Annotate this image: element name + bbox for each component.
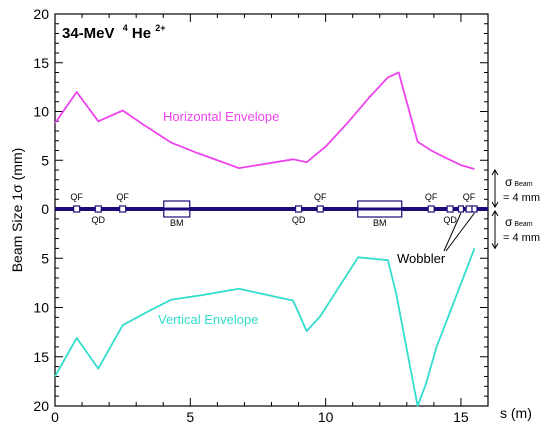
- element-label: QD: [92, 215, 106, 225]
- x-tick-label: 0: [51, 409, 59, 425]
- x-tick-label: 15: [453, 409, 469, 425]
- quadrupole-magnet: [427, 205, 435, 213]
- y-tick-label-top: 20: [33, 6, 49, 22]
- quadrupole-magnet: [294, 205, 303, 213]
- envelope-curves: [54, 71, 476, 407]
- sigma-symbol: σ: [505, 175, 513, 189]
- sigma-arrowhead-top-lower: [491, 201, 499, 208]
- y-tick-label-bottom: 20: [33, 398, 49, 414]
- quadrupole-magnet: [465, 205, 473, 213]
- wobbler-pointer-2: [445, 212, 475, 252]
- y-tick-label-top: 15: [33, 55, 49, 71]
- sigma-value-bottom: = 4 mm: [503, 232, 540, 244]
- x-axis-label: s (m): [500, 405, 532, 421]
- element-label: QD: [292, 215, 306, 225]
- wobbler-pointer-1: [443, 212, 462, 252]
- quadrupole-magnet: [446, 205, 454, 213]
- side-annotations: σ Beam = 4 mm σ Beam = 4 mm Wobbler: [397, 169, 540, 266]
- quadrupole-magnet: [316, 205, 324, 213]
- sigma-subscript: Beam: [512, 181, 532, 188]
- x-tick-label: 5: [186, 409, 194, 425]
- beamline-layout: QF QD QF BM QD QF BM QF QD QF: [55, 192, 488, 228]
- sigma-subscript: Beam: [512, 221, 532, 228]
- y-tick-label-top: 10: [33, 104, 49, 120]
- wobbler-magnet: [457, 205, 465, 213]
- chart-title-energy: 34-MeV: [62, 25, 115, 42]
- horizontal-envelope-label: Horizontal Envelope: [163, 109, 279, 124]
- sigma-value-top: = 4 mm: [503, 192, 540, 204]
- wobbler-magnet: [471, 205, 478, 213]
- x-tick-label: 10: [318, 409, 334, 425]
- element-label: QD: [443, 215, 457, 225]
- vertical-envelope-line: [54, 248, 476, 407]
- element-label: QF: [463, 192, 476, 202]
- element-label: QF: [70, 192, 83, 202]
- chart-title-mass: 4: [123, 23, 128, 33]
- element-label: BM: [373, 218, 387, 228]
- y-axis-label: Beam Size 1σ (mm): [9, 148, 25, 273]
- quadrupole-magnet: [119, 205, 127, 213]
- chart-title-charge: 2+: [155, 23, 165, 33]
- element-label: BM: [170, 218, 184, 228]
- sigma-label-bottom: σ Beam: [505, 215, 533, 229]
- quadrupole-magnet: [73, 205, 81, 213]
- axis-ticks: 0 5 10 15 20 15 10 5 0 5 10 15 20: [33, 6, 489, 425]
- element-label: QF: [425, 192, 438, 202]
- y-tick-label-top: 0: [41, 201, 49, 217]
- element-label: QF: [116, 192, 129, 202]
- y-tick-label-bottom: 15: [33, 349, 49, 365]
- chart-title-element: He: [132, 25, 151, 42]
- vertical-envelope-label: Vertical Envelope: [158, 312, 258, 327]
- envelope-labels: Horizontal Envelope Vertical Envelope: [158, 109, 279, 327]
- y-tick-label-top: 5: [41, 152, 49, 168]
- y-tick-label-bottom: 10: [33, 300, 49, 316]
- quadrupole-magnet: [94, 205, 102, 213]
- sigma-symbol: σ: [505, 215, 513, 229]
- sigma-arrowhead-bottom: [491, 243, 499, 250]
- element-label: QF: [314, 192, 327, 202]
- y-tick-label-bottom: 5: [41, 250, 49, 266]
- sigma-arrowhead-top: [491, 169, 499, 176]
- sigma-arrowhead-bottom-upper: [491, 210, 499, 217]
- sigma-label-top: σ Beam: [505, 175, 533, 189]
- chart-title: 34-MeV 4 He 2+: [62, 18, 166, 42]
- wobbler-label: Wobbler: [397, 251, 446, 266]
- horizontal-envelope-line: [54, 71, 475, 170]
